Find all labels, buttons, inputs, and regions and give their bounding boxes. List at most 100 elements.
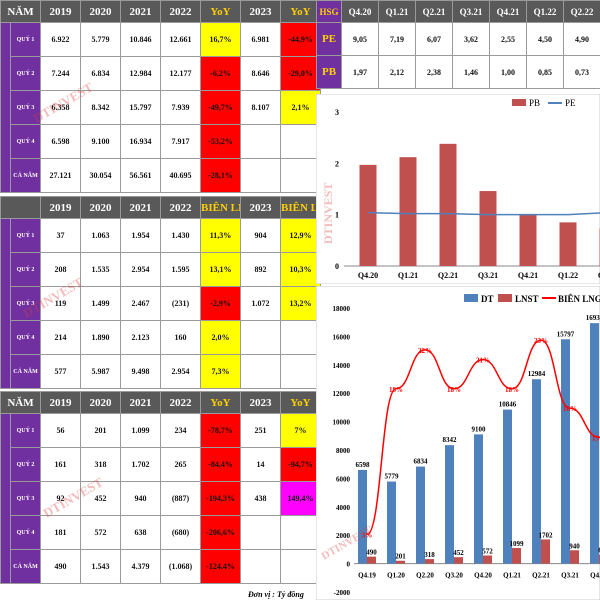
lnst-bar	[454, 557, 463, 564]
row-label: QUÝ 1	[10, 22, 41, 57]
dt-bar	[503, 409, 512, 564]
x-tick-label: Q3.20	[445, 572, 463, 580]
header-cell: 2023	[240, 0, 281, 23]
table-cell: 5.779	[80, 22, 121, 57]
table-cell	[240, 515, 281, 550]
dt-bar	[561, 339, 570, 564]
table-cell: 904	[240, 218, 281, 253]
table-cell: 16.934	[120, 124, 161, 159]
table-cell: 234	[160, 413, 201, 448]
ratio-col-header: Q4.21	[489, 0, 527, 23]
table-cell: 2,0%	[200, 320, 241, 355]
table-cell: 9.498	[120, 354, 161, 389]
row-label: QUÝ 4	[10, 124, 41, 159]
table-cell: 2,1%	[280, 90, 321, 125]
table-cell: -29,0%	[280, 56, 321, 91]
x-tick-label: Q4.19	[358, 572, 376, 580]
table-cell: 161	[40, 447, 81, 482]
lnst-data-label: 940	[569, 542, 580, 550]
legend-pb-swatch	[512, 99, 526, 106]
table-cell: 27.121	[40, 158, 81, 193]
header-cell: 2021	[120, 196, 161, 219]
ratio-cell: 2,55	[489, 22, 527, 56]
table-cell: 490	[40, 549, 81, 584]
table-cell: 8.646	[240, 56, 281, 91]
x-tick-label: Q3.21	[561, 572, 579, 580]
ratio-cell: 2,12	[378, 55, 416, 89]
x-tick-label: Q4.20	[474, 572, 492, 580]
y-tick-label: 0	[335, 262, 339, 271]
row-label: QUÝ 1	[10, 218, 41, 253]
table-cell: -124,4%	[200, 549, 241, 584]
y-tick-label: 0	[347, 561, 351, 569]
header-cell: 2019	[40, 391, 81, 414]
row-label: QUÝ 3	[10, 90, 41, 125]
y-tick-label: 18000	[333, 305, 351, 313]
margin-data-label: 23%	[534, 337, 548, 345]
table-cell: 30.054	[80, 158, 121, 193]
table-cell: -53,2%	[200, 124, 241, 159]
table-cell: -84,4%	[200, 447, 241, 482]
table-cell: 2.954	[120, 252, 161, 287]
table-cell: 1.954	[120, 218, 161, 253]
y-tick-label: 6000	[336, 475, 351, 483]
header-cell: 2019	[40, 0, 81, 23]
table-cell: 2.954	[160, 354, 201, 389]
x-tick-label: Q4.20	[358, 271, 378, 280]
table-cell: 5.987	[80, 354, 121, 389]
ratio-col-header: Q4.20	[341, 0, 379, 23]
header-cell: BIÊN LN	[280, 196, 321, 219]
header-cell: 2020	[80, 196, 121, 219]
table-cell: 11,3%	[200, 218, 241, 253]
x-tick-label: Q1.21	[398, 271, 418, 280]
table-cell: 10,3%	[280, 252, 321, 287]
table-cell: 1.499	[80, 286, 121, 321]
pb-bar	[399, 157, 417, 266]
margin-data-label: 22%	[418, 347, 432, 355]
dt-bar	[358, 469, 367, 564]
row-label: QUÝ 3	[10, 481, 41, 516]
header-cell: 2020	[80, 391, 121, 414]
net-profit-table: NĂM2019202020212022YoY2023YoYLỢI NHUẬN S…	[0, 391, 321, 584]
table-cell	[280, 320, 321, 355]
lnst-data-label: 201	[395, 553, 406, 561]
pb-bar	[479, 191, 497, 266]
row-label: QUÝ 2	[10, 447, 41, 482]
table-cell: 2.467	[120, 286, 161, 321]
dt-data-label: 10846	[499, 401, 517, 409]
table-cell: 181	[40, 515, 81, 550]
margin-data-label: 18%	[505, 386, 519, 394]
lnst-data-label: 1702	[539, 531, 554, 539]
table-cell: 13,1%	[200, 252, 241, 287]
table-cell: 7,3%	[200, 354, 241, 389]
table-cell: 1.063	[80, 218, 121, 253]
table-cell: 12.661	[160, 22, 201, 57]
ratio-cell: 0,73	[563, 55, 600, 89]
table-cell: 318	[80, 447, 121, 482]
dt-bar	[590, 323, 599, 564]
dt-bar	[416, 466, 425, 564]
header-cell: 2022	[160, 0, 201, 23]
x-tick-label: Q1.20	[387, 572, 405, 580]
row-label: QUÝ 1	[10, 413, 41, 448]
dt-bar	[474, 434, 483, 564]
table-cell: 251	[240, 413, 281, 448]
revenue-profit-chart: -2000 0 2000 4000 6000 8000 10000 12000 14000 160…	[316, 286, 600, 600]
table-cell: 4.379	[120, 549, 161, 584]
header-cell: 2020	[80, 0, 121, 23]
table-cell: 6.981	[240, 22, 281, 57]
table-cell: -28,1%	[200, 158, 241, 193]
table-cell: 15.797	[120, 90, 161, 125]
table-cell: 12.177	[160, 56, 201, 91]
dt-data-label: 6834	[414, 458, 429, 466]
pb-bar	[359, 164, 377, 266]
table-cell	[240, 158, 281, 193]
row-label: QUÝ 3	[10, 286, 41, 321]
legend-pb-label: PB	[529, 98, 540, 108]
header-cell: 2023	[240, 391, 281, 414]
x-tick-label: Q1.22	[558, 271, 578, 280]
header-cell: YoY	[200, 0, 241, 23]
table-cell: 9.100	[80, 124, 121, 159]
table-cell: -94,7%	[280, 447, 321, 482]
table-cell: 940	[120, 481, 161, 516]
